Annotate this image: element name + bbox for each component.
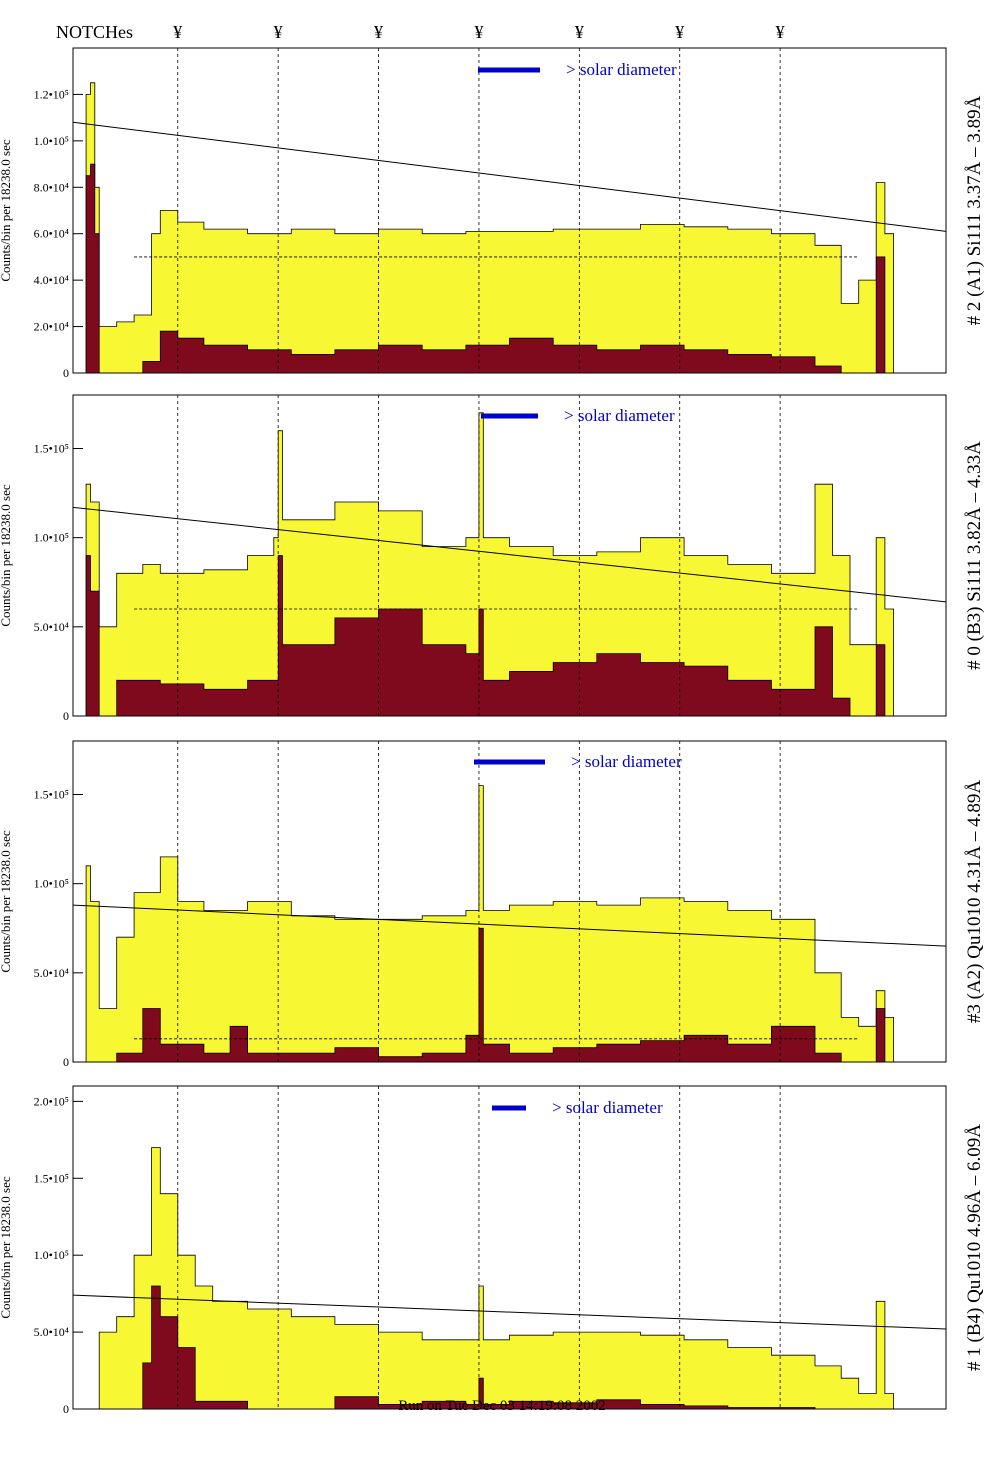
model-line (72, 904, 947, 947)
series-yellow (73, 1147, 946, 1410)
panel-title: # 2 (A1) Si111 3.37Å – 3.89Å (964, 95, 985, 325)
notch-marker-5: ¥ (675, 22, 684, 42)
ytick-label: 1.5•10⁵ (34, 442, 69, 456)
y-axis-label: Counts/bin per 18238.0 sec (0, 139, 13, 281)
panel-title: # 0 (B3) Si111 3.82Å – 4.33Å (964, 441, 985, 670)
model-line (72, 506, 947, 603)
ytick-label: 1.5•10⁵ (34, 788, 69, 802)
notch-marker-2: ¥ (374, 22, 383, 42)
series-maroon (73, 927, 946, 1063)
y-axis-label: Counts/bin per 18238.0 sec (0, 830, 13, 972)
ytick-label: 5.0•10⁴ (34, 1325, 69, 1339)
ytick-label: 1.0•10⁵ (34, 1248, 69, 1262)
model-line (72, 1294, 947, 1330)
panel-title: #3 (A2) Qu1010 4.31Å – 4.89Å (964, 780, 985, 1024)
notch-marker-3: ¥ (474, 22, 483, 42)
notch-marker-1: ¥ (274, 22, 283, 42)
footer-timestamp: Run on Tue Dec 03 14:19:08 2002 (398, 1398, 606, 1414)
ytick-label: 6.0•10⁴ (34, 227, 69, 241)
notch-marker-6: ¥ (776, 22, 785, 42)
series-yellow (73, 82, 946, 374)
ytick-label: 1.0•10⁵ (34, 134, 69, 148)
solar-diameter-label: > solar diameter (566, 60, 677, 79)
model-line (72, 121, 947, 232)
panel-3: 0 5.0•10⁴ 1.0•10⁵ 1.5•10⁵ 2.0•10⁵ Counts/bin … (0, 1085, 985, 1416)
ytick-label: 0 (63, 1402, 69, 1416)
ytick-label: 0 (63, 366, 69, 380)
series-maroon (73, 163, 946, 374)
ytick-label: 1.2•10⁵ (34, 87, 69, 101)
ytick-label: 0 (63, 1055, 69, 1069)
ytick-label: 0 (63, 709, 69, 723)
notches-label: NOTCHes (56, 22, 133, 42)
ytick-label: 1.0•10⁵ (34, 877, 69, 891)
ytick-label: 2.0•10⁵ (34, 1094, 69, 1108)
ytick-label: 4.0•10⁴ (34, 273, 69, 287)
panel-2: 0 5.0•10⁴ 1.0•10⁵ 1.5•10⁵ Counts/bin per 182… (0, 740, 985, 1069)
notch-marker-0: ¥ (173, 22, 182, 42)
y-axis-label: Counts/bin per 18238.0 sec (0, 1176, 13, 1318)
solar-diameter-label: > solar diameter (564, 406, 675, 425)
ytick-label: 1.0•10⁵ (34, 531, 69, 545)
solar-diameter-label: > solar diameter (552, 1098, 663, 1117)
series-yellow (73, 412, 946, 717)
panel-title: # 1 (B4) Qu1010 4.96Å – 6.09Å (964, 1124, 985, 1371)
solar-diameter-label: > solar diameter (571, 752, 682, 771)
ytick-label: 1.5•10⁵ (34, 1171, 69, 1185)
y-axis-label: Counts/bin per 18238.0 sec (0, 484, 13, 626)
panel-1: 0 5.0•10⁴ 1.0•10⁵ 1.5•10⁵ Counts/bin per 182… (0, 394, 985, 723)
panel-0: 0 2.0•10⁴ 4.0•10⁴ 6.0•10⁴ 8.0•10⁴ 1.0•10⁵ 1.2•… (0, 47, 985, 380)
ytick-label: 2.0•10⁴ (34, 320, 69, 334)
ytick-label: 5.0•10⁴ (34, 620, 69, 634)
ytick-label: 5.0•10⁴ (34, 966, 69, 980)
notch-marker-4: ¥ (575, 22, 584, 42)
ytick-label: 8.0•10⁴ (34, 180, 69, 194)
